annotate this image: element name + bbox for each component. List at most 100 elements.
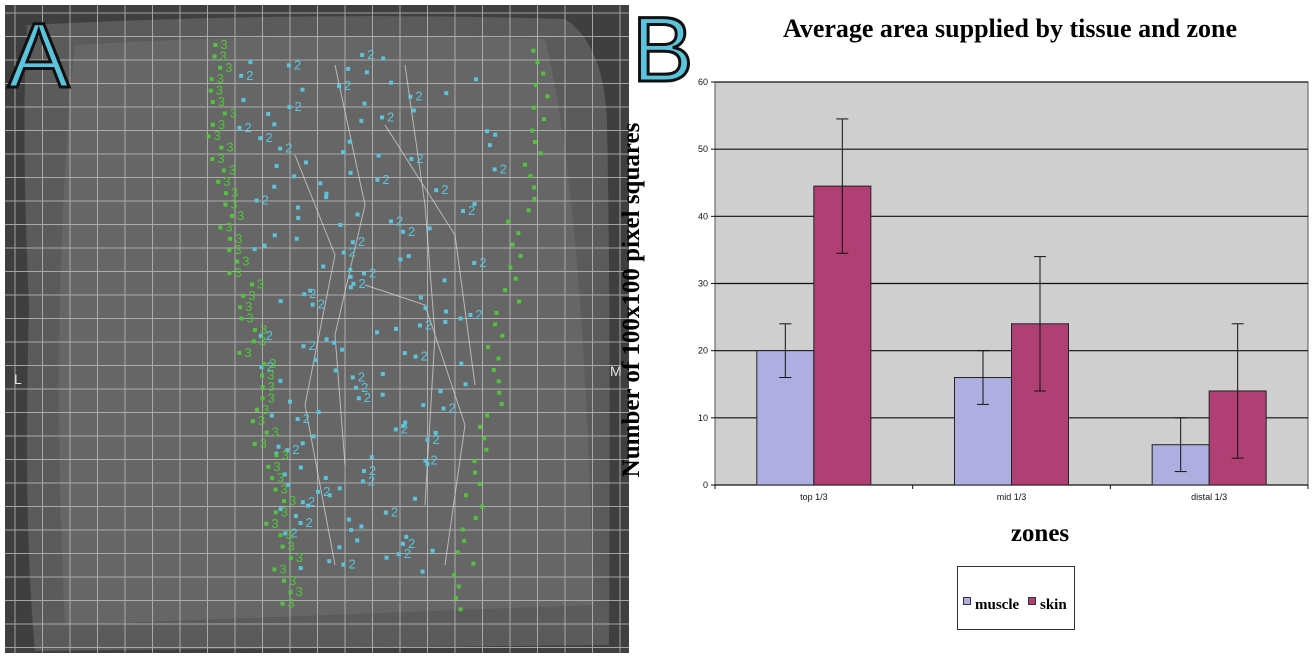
zone2-dot [327,493,332,498]
zone3-dot [453,595,458,600]
zone2-label: 2 [364,390,371,405]
zone2-dot [423,306,428,311]
zone3-dot [266,464,271,469]
zone3-dot [533,82,538,87]
x-tick-label: mid 1/3 [997,492,1027,502]
zone3-label: 3 [237,208,244,223]
zone2-dot [341,562,346,567]
zone2-dot [266,111,271,116]
zone2-dot [380,392,385,397]
zone2-dot [463,382,468,387]
zone2-dot [269,413,274,418]
zone2-label: 2 [323,484,330,499]
zone3-dot [508,265,513,270]
tissue-photo: 2222222222222222222222222222222222222222… [5,5,629,653]
y-tick-label: 30 [698,279,708,289]
zone2-dot [408,94,413,99]
legend-label-muscle: muscle [975,597,1020,613]
zone3-label: 3 [217,151,224,166]
zone3-label: 3 [220,37,227,52]
zone3-dot [210,157,215,161]
zone3-dot [478,424,483,429]
zone2-dot [310,302,315,307]
zone2-dot [362,101,367,106]
zone2-label: 2 [369,463,376,478]
zone2-label: 2 [265,130,272,145]
zone2-dot [413,354,418,359]
zone2-label: 2 [415,89,422,104]
zone2-label: 2 [500,161,507,176]
zone3-label: 3 [267,368,274,383]
zone2-dot [350,240,355,245]
zone3-dot [491,367,496,372]
zone3-dot [264,521,269,526]
y-axis-label: Number of 100x100 pixel squares [618,122,645,478]
zone2-label: 2 [266,359,273,374]
zone2-dot [282,472,287,477]
zone3-dot [531,48,536,53]
zone2-dot [337,486,342,491]
zone2-dot [421,403,426,408]
zone2-dot [468,313,473,317]
zone2-label: 2 [387,109,394,124]
zone2-dot [383,510,388,515]
zone2-dot [356,396,361,401]
zone3-dot [455,550,460,555]
zone3-dot [503,288,508,293]
y-tick-label: 50 [698,144,708,154]
zone3-label: 3 [287,596,294,611]
zone2-dot [283,531,288,536]
zone3-label: 3 [285,527,292,542]
zone2-dot [258,136,263,141]
zone3-dot [237,350,242,355]
zone2-label: 2 [425,317,432,332]
tissue-inner [58,36,593,626]
zone2-dot [301,344,306,349]
zone3-dot [274,453,279,458]
zone3-dot [485,413,490,418]
zone2-dot [278,378,283,383]
zone2-dot [442,278,447,283]
zone2-dot [364,70,369,75]
zone2-dot [285,448,290,453]
y-tick-label: 20 [698,346,708,356]
zone2-label: 2 [358,369,365,384]
zone3-label: 3 [262,402,269,417]
zone3-dot [530,128,535,133]
zone3-dot [535,60,540,65]
zone2-dot [369,455,374,460]
zone2-dot [444,91,449,96]
zone2-label: 2 [432,432,439,447]
zone3-label: 3 [225,219,232,234]
zone3-label: 3 [226,140,233,155]
zone2-dot [472,261,477,265]
zone2-dot [286,63,291,68]
zone3-dot [471,561,476,566]
zone2-dot [351,281,356,286]
zone3-dot [272,567,277,572]
legend-label-skin: skin [1040,597,1067,613]
x-tick-label: top 1/3 [800,492,828,502]
zone2-dot [425,437,430,442]
zone3-label: 3 [231,185,238,200]
zone3-dot [281,499,286,503]
zone3-dot [288,556,293,560]
zone2-dot [359,118,364,123]
zone2-label: 2 [348,557,355,572]
zone2-dot [348,170,353,175]
zone2-dot [458,316,463,321]
zone2-label: 2 [308,338,315,353]
vessel-streak [404,64,436,506]
zone2-label: 2 [309,286,316,301]
zone3-dot [485,345,490,350]
zone2-dot [239,73,244,78]
zone3-dot [223,191,228,196]
zone3-dot [518,253,523,258]
zone3-label: 3 [269,356,276,371]
zone3-dot [216,179,221,184]
zone2-dot [333,368,338,373]
zone3-dot [229,214,234,218]
zone3-dot [517,299,522,304]
legend-swatch-skin [1028,596,1036,605]
zone3-label: 3 [216,83,223,98]
